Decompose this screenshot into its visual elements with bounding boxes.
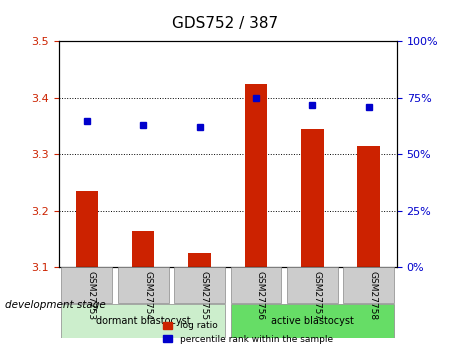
Bar <box>61 304 225 338</box>
Text: GSM27753: GSM27753 <box>87 271 96 320</box>
Bar <box>118 267 169 303</box>
Bar <box>189 253 211 267</box>
Bar <box>75 191 98 267</box>
Legend: log ratio, percentile rank within the sample: log ratio, percentile rank within the sa… <box>160 318 336 345</box>
Text: active blastocyst: active blastocyst <box>271 316 354 326</box>
Bar <box>61 267 112 303</box>
Bar <box>244 84 267 267</box>
Bar <box>301 129 324 267</box>
Bar <box>343 267 394 303</box>
Text: development stage: development stage <box>5 300 105 310</box>
Text: GSM27757: GSM27757 <box>312 271 321 320</box>
Bar <box>132 231 154 267</box>
Text: GSM27758: GSM27758 <box>369 271 377 320</box>
Bar <box>357 146 380 267</box>
Bar <box>287 267 338 303</box>
Bar <box>174 267 225 303</box>
Bar <box>230 304 394 338</box>
Text: GSM27755: GSM27755 <box>199 271 208 320</box>
Text: GSM27756: GSM27756 <box>256 271 265 320</box>
Text: dormant blastocyst: dormant blastocyst <box>96 316 190 326</box>
Text: GDS752 / 387: GDS752 / 387 <box>172 16 279 31</box>
Text: GSM27754: GSM27754 <box>143 271 152 320</box>
Bar <box>230 267 281 303</box>
